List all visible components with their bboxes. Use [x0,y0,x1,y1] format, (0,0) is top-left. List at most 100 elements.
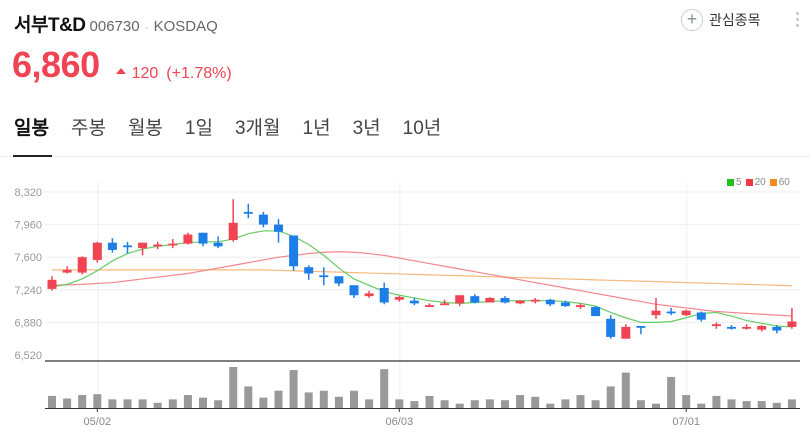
legend-swatch-icon [745,179,753,186]
volume-bar [168,399,177,408]
market-label: KOSDAQ [153,18,218,35]
tab-0[interactable]: 일봉 [14,118,49,139]
volume-bar [667,376,676,408]
price-change: 120 (+1.78%) [115,65,232,83]
candle-body [651,310,661,316]
candle-body [77,257,87,273]
volume-bar [334,396,343,408]
candle-body [757,326,767,330]
candle-body [606,318,616,337]
tab-2[interactable]: 월봉 [127,118,163,139]
volume-bar [455,403,464,408]
volume-bar [199,397,207,408]
volume-bar [289,370,298,408]
volume-bar [259,397,268,408]
volume-bar [108,399,117,408]
tab-4[interactable]: 3개월 [234,118,281,139]
y-tick-label: 7,960 [14,220,42,232]
volume-bar [576,395,585,408]
volume-bar [787,399,796,408]
volume-bar [78,395,87,408]
candle-body [636,326,646,328]
watchlist-button[interactable]: + 관심종목 [681,9,761,31]
plus-icon: + [681,9,703,31]
candle-body [228,222,238,240]
volume-bar [425,395,434,408]
candle-body [425,305,434,307]
volume-bar [138,399,147,408]
volume-bar [63,398,72,408]
volume-bar [304,392,313,408]
volume-bar [546,403,555,408]
x-tick-label: 06/03 [386,416,414,428]
candle-body [696,312,706,320]
volume-bar [682,395,691,408]
candle-body [394,297,404,300]
candle-body [349,285,359,296]
more-menu-icon[interactable] [796,12,800,30]
up-arrow-icon [115,68,126,74]
candle-body [440,303,450,306]
volume-bar [183,395,192,408]
candle-body [545,299,555,305]
price-row: 6,860 120 (+1.78%) [12,44,232,86]
stock-code: 006730 [89,18,140,35]
volume-bar [712,395,721,408]
volume-bar [531,396,540,408]
candle-body [243,211,253,214]
y-tick-label: 8,320 [14,187,42,199]
y-tick-label: 6,520 [14,350,42,362]
stock-name: 서부T&D [14,15,86,36]
volume-bar [93,394,102,408]
tab-6[interactable]: 3년 [352,118,381,139]
volume-bar [48,395,56,408]
volume-bar [485,399,494,408]
candle-body [47,279,57,289]
x-tick-label: 07/01 [672,416,700,428]
candle-body [364,293,374,297]
y-tick-label: 7,240 [14,285,42,297]
stock-header: 서부T&D 006730 · KOSDAQ [14,10,218,37]
candle-body [198,232,208,244]
candle-body [62,269,72,273]
candle-body [183,234,193,244]
tab-3[interactable]: 1일 [184,118,213,139]
volume-bar [123,399,132,408]
candle-body [576,305,585,308]
volume-bar [153,402,162,408]
legend-item-ma60: 60 [769,177,790,188]
candle-body [304,267,314,274]
candle-body [289,235,299,267]
legend-item-ma20: 20 [745,177,766,188]
candle-body [500,297,510,303]
tab-7[interactable]: 10년 [402,118,442,139]
period-tabs: 일봉 주봉 월봉 1일 3개월 1년 3년 10년 [14,113,463,154]
volume-bar [395,399,404,408]
volume-bar [274,390,283,408]
tab-1[interactable]: 주봉 [70,118,106,139]
candle-body [711,324,721,327]
candle-body [379,287,389,303]
volume-bar [380,369,389,408]
volume-bar [742,401,751,408]
candle-body [168,243,178,246]
candle-body [530,299,540,302]
candle-body [485,297,495,303]
candle-body [621,326,631,339]
candle-body [138,242,148,249]
candle-body [681,310,691,316]
volume-bar [757,401,766,408]
chart-legend: 5 20 60 [727,177,794,188]
volume-bar [606,386,615,408]
watchlist-label: 관심종목 [709,12,761,28]
volume-bar [440,400,449,408]
candle-body [591,307,601,317]
volume-bar [561,399,570,408]
volume-bar [470,400,479,408]
volume-bar [652,403,660,408]
candle-body [334,276,344,284]
y-tick-label: 6,880 [14,317,42,329]
tab-5[interactable]: 1년 [302,118,331,139]
legend-swatch-icon [727,179,734,186]
